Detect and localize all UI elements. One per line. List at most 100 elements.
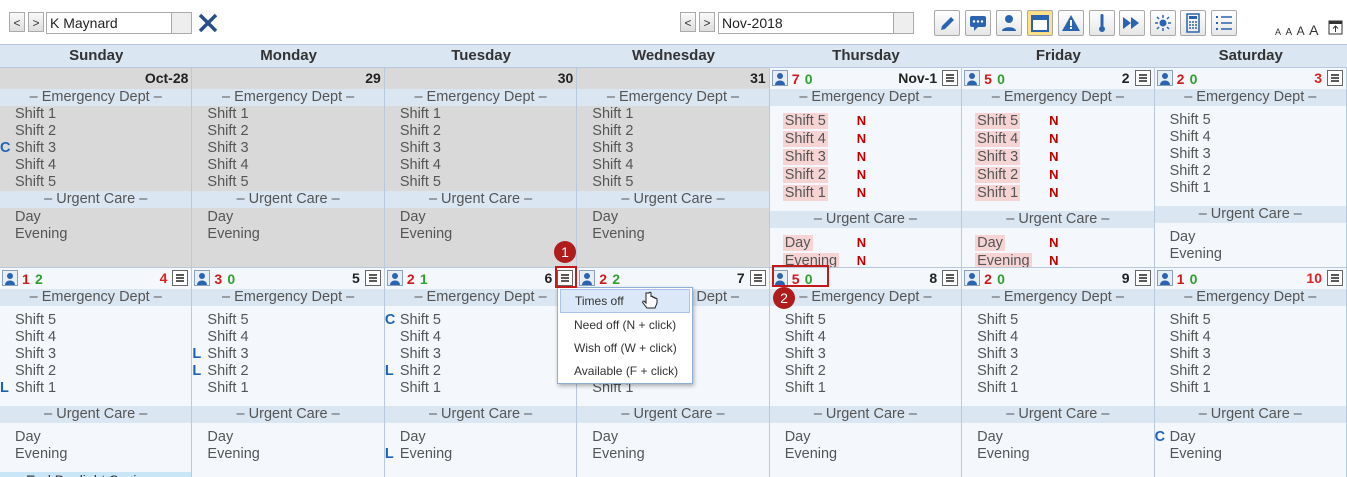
toolbar-button[interactable] bbox=[1119, 10, 1145, 36]
cell-menu-button[interactable] bbox=[942, 270, 959, 286]
prev-person[interactable]: < bbox=[9, 12, 25, 32]
shift-item[interactable]: Day bbox=[590, 429, 768, 446]
cell-menu-button[interactable] bbox=[364, 270, 381, 286]
shift-item[interactable]: Shift 2 bbox=[398, 123, 576, 140]
shift-item[interactable]: Shift 2 bbox=[590, 123, 768, 140]
person-icon[interactable] bbox=[771, 70, 788, 86]
person-icon[interactable] bbox=[579, 270, 596, 286]
shift-item[interactable]: Shift 5 bbox=[1168, 312, 1346, 329]
shift-item[interactable]: Day bbox=[205, 209, 383, 226]
shift-item[interactable]: Evening bbox=[205, 226, 383, 243]
shift-item[interactable]: Shift 4 bbox=[1168, 329, 1346, 346]
close-icon[interactable] bbox=[197, 12, 219, 34]
shift-item[interactable]: Shift 2 bbox=[975, 363, 1153, 380]
shift-item[interactable]: Shift 1 bbox=[398, 380, 576, 397]
shift-item[interactable]: Evening bbox=[205, 446, 383, 463]
shift-item[interactable]: Evening N bbox=[782, 252, 961, 267]
shift-item[interactable]: Shift 3 N bbox=[782, 148, 961, 166]
toolbar-button[interactable] bbox=[996, 10, 1022, 36]
shift-item[interactable]: Shift 5 bbox=[13, 312, 191, 329]
shift-item[interactable]: Shift 4 bbox=[590, 157, 768, 174]
shift-item[interactable]: Shift 2 bbox=[1168, 363, 1346, 380]
shift-item[interactable]: Shift 5 bbox=[1168, 112, 1346, 129]
shift-item[interactable]: Evening bbox=[975, 446, 1153, 463]
shift-item[interactable]: L Shift 3 bbox=[192, 346, 383, 363]
shift-item[interactable]: Shift 1 bbox=[1168, 380, 1346, 397]
shift-item[interactable]: Shift 5 N bbox=[782, 112, 961, 130]
shift-item[interactable]: L Shift 1 bbox=[0, 380, 191, 397]
cell-menu-button[interactable] bbox=[557, 270, 574, 286]
font-size[interactable]: A bbox=[1275, 27, 1282, 37]
shift-item[interactable]: Shift 4 bbox=[783, 329, 961, 346]
shift-item[interactable]: Shift 4 bbox=[398, 329, 576, 346]
shift-item[interactable]: Shift 4 N bbox=[975, 130, 1153, 148]
month-select[interactable]: Nov-2018 bbox=[718, 12, 914, 34]
shift-item[interactable]: Day bbox=[13, 429, 191, 446]
shift-item[interactable]: Day bbox=[398, 429, 576, 446]
shift-item[interactable]: Shift 3 bbox=[398, 140, 576, 157]
shift-item[interactable]: Evening bbox=[590, 226, 768, 243]
shift-item[interactable]: Shift 5 bbox=[783, 312, 961, 329]
person-icon[interactable] bbox=[964, 70, 981, 86]
shift-item[interactable]: Shift 4 bbox=[205, 157, 383, 174]
shift-item[interactable]: Shift 3 bbox=[975, 346, 1153, 363]
shift-item[interactable]: Shift 5 bbox=[205, 174, 383, 191]
shift-item[interactable]: Evening N bbox=[975, 252, 1153, 267]
menu-item[interactable]: Wish off (W + click) bbox=[574, 341, 677, 355]
shift-item[interactable]: Shift 1 bbox=[1168, 180, 1346, 197]
shift-item[interactable]: Day bbox=[398, 209, 576, 226]
shift-item[interactable]: Shift 4 bbox=[205, 329, 383, 346]
next-month[interactable]: > bbox=[699, 12, 715, 32]
shift-item[interactable]: Shift 5 N bbox=[975, 112, 1153, 130]
toolbar-button[interactable] bbox=[1211, 10, 1237, 36]
shift-item[interactable]: Evening bbox=[13, 226, 191, 243]
shift-item[interactable]: Shift 4 bbox=[13, 329, 191, 346]
toolbar-button[interactable] bbox=[965, 10, 991, 36]
shift-item[interactable]: L Evening bbox=[385, 446, 576, 463]
menu-item[interactable]: Need off (N + click) bbox=[574, 318, 677, 332]
menu-item[interactable]: Times off bbox=[560, 289, 690, 313]
shift-item[interactable]: Shift 3 bbox=[590, 140, 768, 157]
cell-menu-button[interactable] bbox=[1327, 70, 1343, 86]
shift-item[interactable]: Evening bbox=[590, 446, 768, 463]
person-icon[interactable] bbox=[964, 270, 981, 286]
person-icon[interactable] bbox=[386, 270, 403, 286]
shift-item[interactable]: Shift 3 bbox=[783, 346, 961, 363]
shift-item[interactable]: Shift 1 bbox=[783, 380, 961, 397]
toolbar-button[interactable] bbox=[934, 10, 960, 36]
cell-menu-button[interactable] bbox=[942, 70, 959, 86]
shift-item[interactable]: Shift 1 bbox=[205, 106, 383, 123]
shift-item[interactable]: Shift 3 bbox=[398, 346, 576, 363]
shift-item[interactable]: Day bbox=[13, 209, 191, 226]
shift-item[interactable]: Shift 1 bbox=[975, 380, 1153, 397]
shift-item[interactable]: Shift 5 bbox=[205, 312, 383, 329]
cell-menu-button[interactable] bbox=[172, 270, 189, 286]
shift-item[interactable]: Shift 3 N bbox=[975, 148, 1153, 166]
person-select[interactable]: K Maynard bbox=[46, 12, 192, 34]
cell-menu-button[interactable] bbox=[749, 270, 766, 286]
shift-item[interactable]: Day N bbox=[782, 234, 961, 252]
shift-item[interactable]: Day bbox=[1168, 229, 1346, 246]
shift-item[interactable]: Day bbox=[205, 429, 383, 446]
shift-item[interactable]: Day bbox=[975, 429, 1153, 446]
shift-item[interactable]: Evening bbox=[13, 446, 191, 463]
next-person[interactable]: > bbox=[28, 12, 44, 32]
cell-menu-button[interactable] bbox=[1134, 270, 1151, 286]
shift-item[interactable]: Shift 5 bbox=[590, 174, 768, 191]
shift-item[interactable]: Shift 2 bbox=[205, 123, 383, 140]
shift-item[interactable]: Shift 3 bbox=[1168, 146, 1346, 163]
prev-month[interactable]: < bbox=[680, 12, 696, 32]
shift-item[interactable]: Shift 4 N bbox=[782, 130, 961, 148]
shift-item[interactable]: Evening bbox=[1168, 246, 1346, 263]
shift-item[interactable]: Shift 5 bbox=[398, 174, 576, 191]
popout-icon[interactable] bbox=[1328, 20, 1343, 35]
shift-item[interactable]: Shift 1 bbox=[205, 380, 383, 397]
shift-item[interactable]: Shift 2 bbox=[783, 363, 961, 380]
shift-item[interactable]: Shift 1 N bbox=[975, 184, 1153, 202]
toolbar-button[interactable] bbox=[1150, 10, 1176, 36]
toolbar-button[interactable] bbox=[1089, 10, 1115, 36]
person-icon[interactable] bbox=[1156, 70, 1173, 86]
shift-item[interactable]: Shift 2 bbox=[13, 363, 191, 380]
person-icon[interactable] bbox=[2, 270, 18, 286]
shift-item[interactable]: L Shift 2 bbox=[385, 363, 576, 380]
